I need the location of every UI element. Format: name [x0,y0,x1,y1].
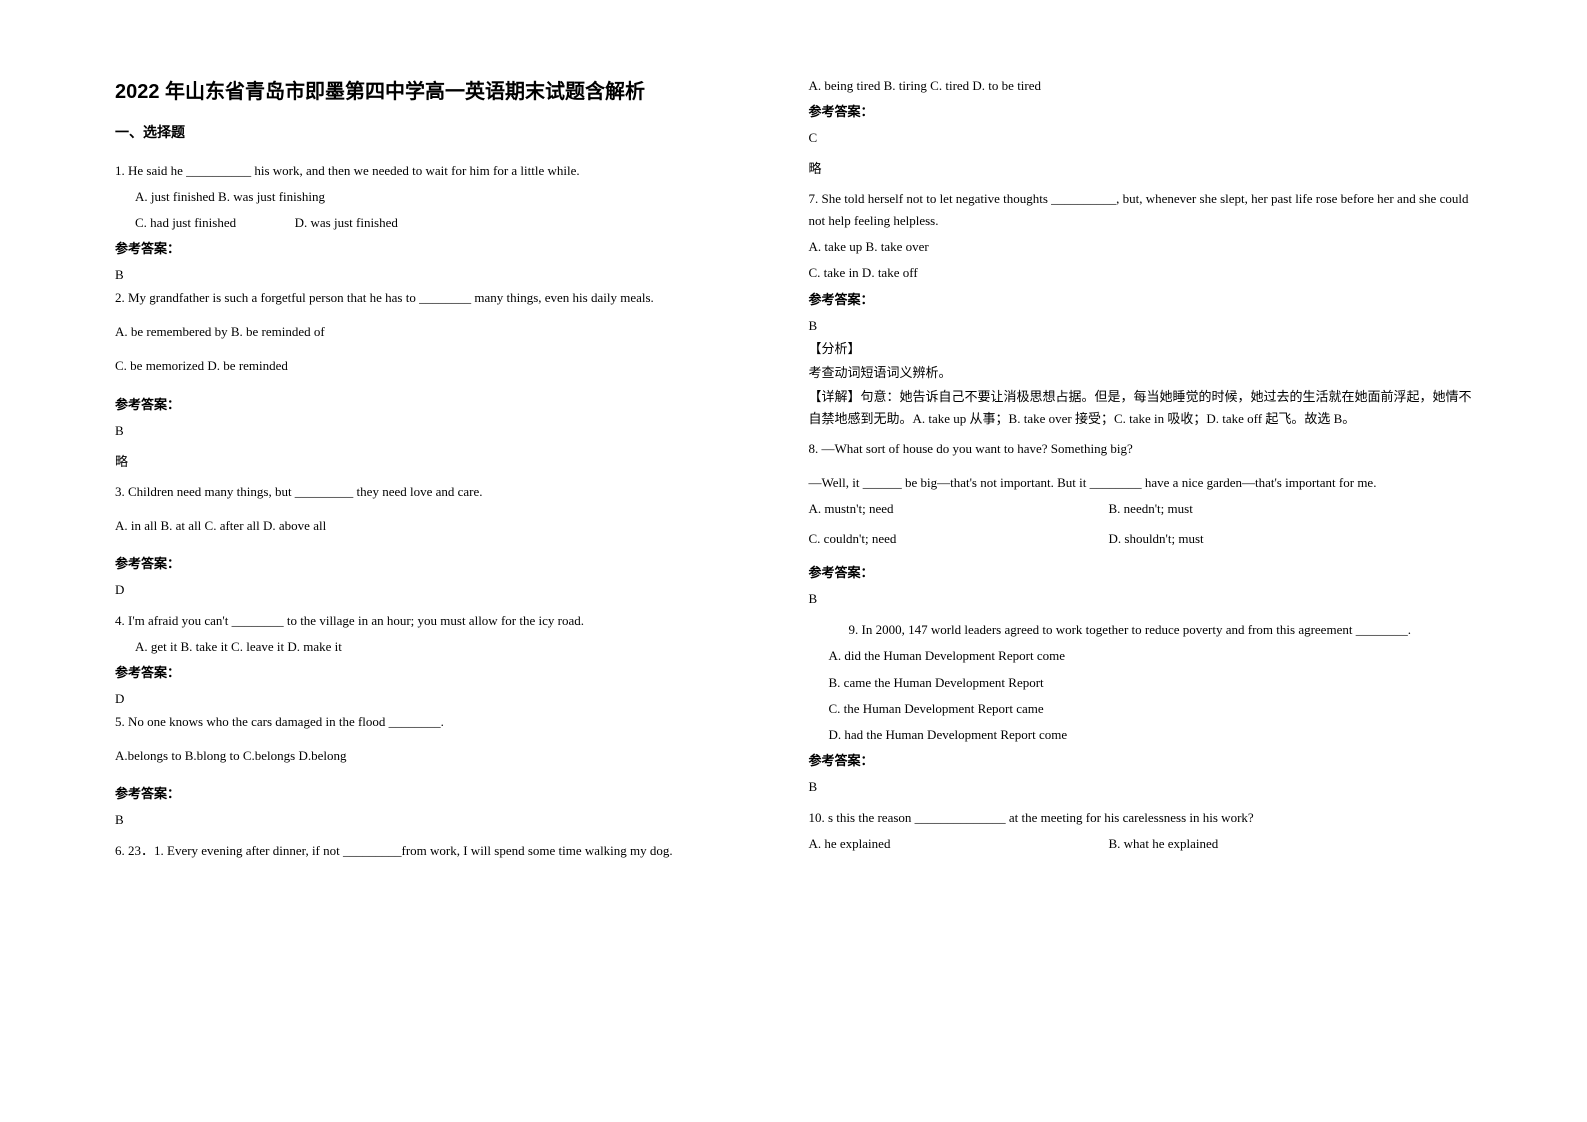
q9-opt-c: C. the Human Development Report came [809,698,1473,720]
section-header: 一、选择题 [115,122,779,142]
right-column: A. being tired B. tiring C. tired D. to … [794,75,1488,1082]
q1-opt-c: C. had just finished [135,215,236,230]
q1-options-cd: C. had just finished D. was just finishe… [115,212,779,234]
q8-opts-row2: C. couldn't; need D. shouldn't; must [809,528,1473,550]
question-8-line2: —Well, it ______ be big—that's not impor… [809,472,1473,494]
q8-opt-d: D. shouldn't; must [1109,528,1204,550]
q7-analysis-text: 考查动词短语词义辨析。 [809,362,1473,384]
q6-explain: 略 [809,158,1473,180]
q10-opt-b: B. what he explained [1109,833,1219,855]
q8-opt-a: A. mustn't; need [809,498,1109,520]
q2-answer: B [115,423,779,439]
q7-options-cd: C. take in D. take off [809,262,1473,284]
q8-opt-c: C. couldn't; need [809,528,1109,550]
q8-opts-row1: A. mustn't; need B. needn't; must [809,498,1473,520]
q8-answer: B [809,591,1473,607]
q9-opt-b: B. came the Human Development Report [809,672,1473,694]
q9-answer: B [809,779,1473,795]
q10-opt-a: A. he explained [809,833,1109,855]
q5-answer-label: 参考答案： [115,783,779,802]
q8-answer-label: 参考答案： [809,562,1473,581]
question-10: 10. s this the reason ______________ at … [809,807,1473,829]
q1-options-ab: A. just finished B. was just finishing [115,186,779,208]
q7-options-ab: A. take up B. take over [809,236,1473,258]
q1-answer-label: 参考答案： [115,238,779,257]
q2-options-ab: A. be remembered by B. be reminded of [115,321,779,343]
q9-opt-d: D. had the Human Development Report come [809,724,1473,746]
q10-opts: A. he explained B. what he explained [809,833,1473,855]
q7-answer: B [809,318,1473,334]
q7-detail: 【详解】句意：她告诉自己不要让消极思想占据。但是，每当她睡觉的时候，她过去的生活… [809,386,1473,430]
question-1: 1. He said he __________ his work, and t… [115,160,779,182]
q5-options: A.belongs to B.blong to C.belongs D.belo… [115,745,779,767]
q2-options-cd: C. be memorized D. be reminded [115,355,779,377]
q1-answer: B [115,267,779,283]
q7-analysis-label: 【分析】 [809,338,1473,360]
q2-answer-label: 参考答案： [115,394,779,413]
q8-opt-b: B. needn't; must [1109,498,1193,520]
q4-options: A. get it B. take it C. leave it D. make… [115,636,779,658]
question-6: 6. 23．1. Every evening after dinner, if … [115,840,779,862]
q4-answer: D [115,691,779,707]
q5-answer: B [115,812,779,828]
q9-answer-label: 参考答案： [809,750,1473,769]
q7-answer-label: 参考答案： [809,289,1473,308]
question-4: 4. I'm afraid you can't ________ to the … [115,610,779,632]
left-column: 2022 年山东省青岛市即墨第四中学高一英语期末试题含解析 一、选择题 1. H… [100,75,794,1082]
q2-explain: 略 [115,451,779,473]
question-8-line1: 8. —What sort of house do you want to ha… [809,438,1473,460]
q6-answer: C [809,130,1473,146]
question-7: 7. She told herself not to let negative … [809,188,1473,232]
q3-options: A. in all B. at all C. after all D. abov… [115,515,779,537]
q1-opt-d: D. was just finished [295,215,398,230]
q6-options: A. being tired B. tiring C. tired D. to … [809,75,1473,97]
question-3: 3. Children need many things, but ______… [115,481,779,503]
q3-answer-label: 参考答案： [115,553,779,572]
q4-answer-label: 参考答案： [115,662,779,681]
question-5: 5. No one knows who the cars damaged in … [115,711,779,733]
q9-opt-a: A. did the Human Development Report come [809,645,1473,667]
q6-answer-label: 参考答案： [809,101,1473,120]
document-title: 2022 年山东省青岛市即墨第四中学高一英语期末试题含解析 [115,75,779,104]
question-2: 2. My grandfather is such a forgetful pe… [115,287,779,309]
q3-answer: D [115,582,779,598]
question-9: 9. In 2000, 147 world leaders agreed to … [809,619,1473,641]
